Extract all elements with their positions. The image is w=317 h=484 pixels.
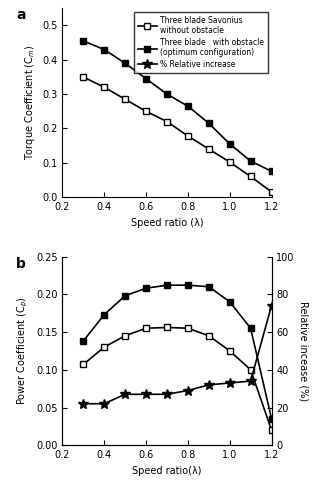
Three blade   with obstacle
(optimum configuration)	[186, 103, 190, 109]
Three blade Savonius
without obstacle	[207, 146, 211, 152]
X-axis label: Speed ratio(λ): Speed ratio(λ)	[132, 466, 202, 476]
Three blade Savonius
without obstacle	[144, 108, 148, 114]
Legend: Three blade Savonius
without obstacle, Three blade   with obstacle
(optimum conf: Three blade Savonius without obstacle, T…	[134, 12, 268, 73]
Three blade   with obstacle
(optimum configuration)	[228, 141, 232, 147]
Three blade Savonius
without obstacle	[102, 84, 106, 90]
Y-axis label: Power Coefficient (C$_p$): Power Coefficient (C$_p$)	[16, 297, 30, 405]
Three blade Savonius
without obstacle	[228, 159, 232, 165]
Three blade   with obstacle
(optimum configuration)	[81, 38, 85, 44]
Text: a: a	[16, 8, 26, 22]
Three blade   with obstacle
(optimum configuration)	[207, 121, 211, 126]
Three blade   with obstacle
(optimum configuration)	[144, 76, 148, 82]
Three blade   with obstacle
(optimum configuration)	[270, 168, 274, 174]
X-axis label: Speed ratio (λ): Speed ratio (λ)	[131, 217, 203, 227]
Three blade Savonius
without obstacle	[123, 96, 127, 102]
Y-axis label: Relative incease (%): Relative incease (%)	[299, 301, 309, 401]
Three blade   with obstacle
(optimum configuration)	[249, 158, 253, 164]
Three blade   with obstacle
(optimum configuration)	[165, 91, 169, 97]
Three blade Savonius
without obstacle	[165, 119, 169, 124]
Three blade   with obstacle
(optimum configuration)	[123, 60, 127, 66]
Three blade Savonius
without obstacle	[249, 174, 253, 180]
Three blade Savonius
without obstacle	[270, 189, 274, 195]
Three blade   with obstacle
(optimum configuration)	[102, 46, 106, 52]
Line: Three blade Savonius
without obstacle: Three blade Savonius without obstacle	[80, 74, 275, 195]
Three blade Savonius
without obstacle	[81, 74, 85, 80]
Three blade Savonius
without obstacle	[186, 133, 190, 139]
Y-axis label: Torque Coefficient (C$_m$): Torque Coefficient (C$_m$)	[23, 45, 36, 161]
Line: Three blade   with obstacle
(optimum configuration): Three blade with obstacle (optimum confi…	[80, 38, 275, 174]
Text: b: b	[16, 257, 26, 271]
